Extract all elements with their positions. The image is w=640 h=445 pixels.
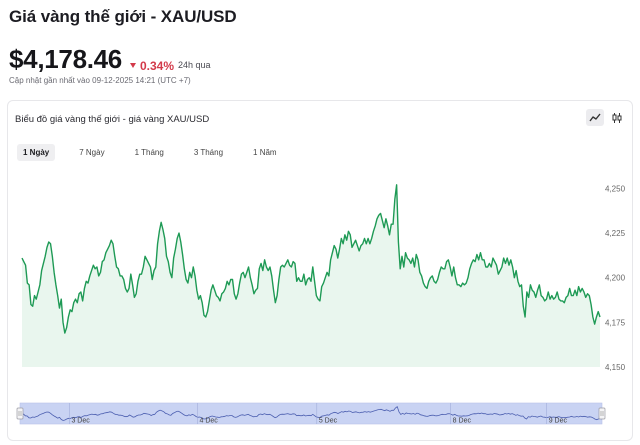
tab-1-year[interactable]: 1 Năm (253, 148, 277, 157)
line-chart-button[interactable] (586, 109, 604, 126)
current-price: $4,178.46 (9, 44, 122, 74)
chart-card: 4,150 4,175 4,200 4,225 4,250 3 Dec 4 Dec 5 Dec… (7, 100, 633, 441)
tab-1-month[interactable]: 1 Tháng (134, 148, 164, 157)
down-triangle-icon (129, 63, 136, 68)
page-title: Giá vàng thế giới - XAU/USD (9, 7, 237, 26)
price-area (22, 184, 600, 367)
last-updated: Cập nhật gần nhất vào 09-12-2025 14:21 (… (9, 76, 191, 85)
price-change: 0.34% (129, 58, 174, 73)
y-tick-label: 4,200 (605, 274, 626, 283)
tab-3-months[interactable]: 3 Tháng (193, 148, 224, 157)
chart-type-toggle (586, 109, 626, 126)
price-change-value: 0.34% (139, 58, 174, 73)
navigator-handle-left (16, 407, 24, 420)
price-line (21, 184, 601, 334)
candlestick-icon (612, 112, 622, 123)
navigator-x-tick-label: 5 Dec (319, 418, 338, 425)
price-chart: 4,150 4,175 4,200 4,225 4,250 3 Dec 4 Dec 5 Dec… (16, 184, 626, 425)
navigator-line (19, 406, 603, 421)
navigator-x-tick-label: 9 Dec (549, 418, 568, 425)
change-period: 24h qua (178, 60, 211, 70)
tab-7-days[interactable]: 7 Ngày (79, 148, 105, 157)
candlestick-button[interactable] (608, 109, 626, 126)
chart-title: Biểu đồ giá vàng thế giới - giá vàng XAU… (15, 114, 210, 125)
y-tick-label: 4,175 (605, 318, 626, 327)
navigator-x-tick-label: 3 Dec (71, 418, 90, 425)
y-tick-label: 4,150 (605, 363, 626, 372)
y-tick-label: 4,250 (605, 184, 626, 193)
price-row: $4,178.46 0.34% 24h qua (9, 44, 211, 75)
navigator-x-tick-label: 4 Dec (200, 418, 219, 425)
line-chart-icon (589, 113, 601, 121)
tab-1-day[interactable]: 1 Ngày (17, 144, 56, 161)
range-tabs: 1 Ngày 7 Ngày 1 Tháng 3 Tháng 1 Năm (17, 144, 297, 161)
y-tick-label: 4,225 (605, 229, 626, 238)
navigator-handle-right (598, 407, 606, 420)
navigator-x-tick-label: 8 Dec (453, 418, 472, 425)
navigator-range (19, 402, 603, 425)
